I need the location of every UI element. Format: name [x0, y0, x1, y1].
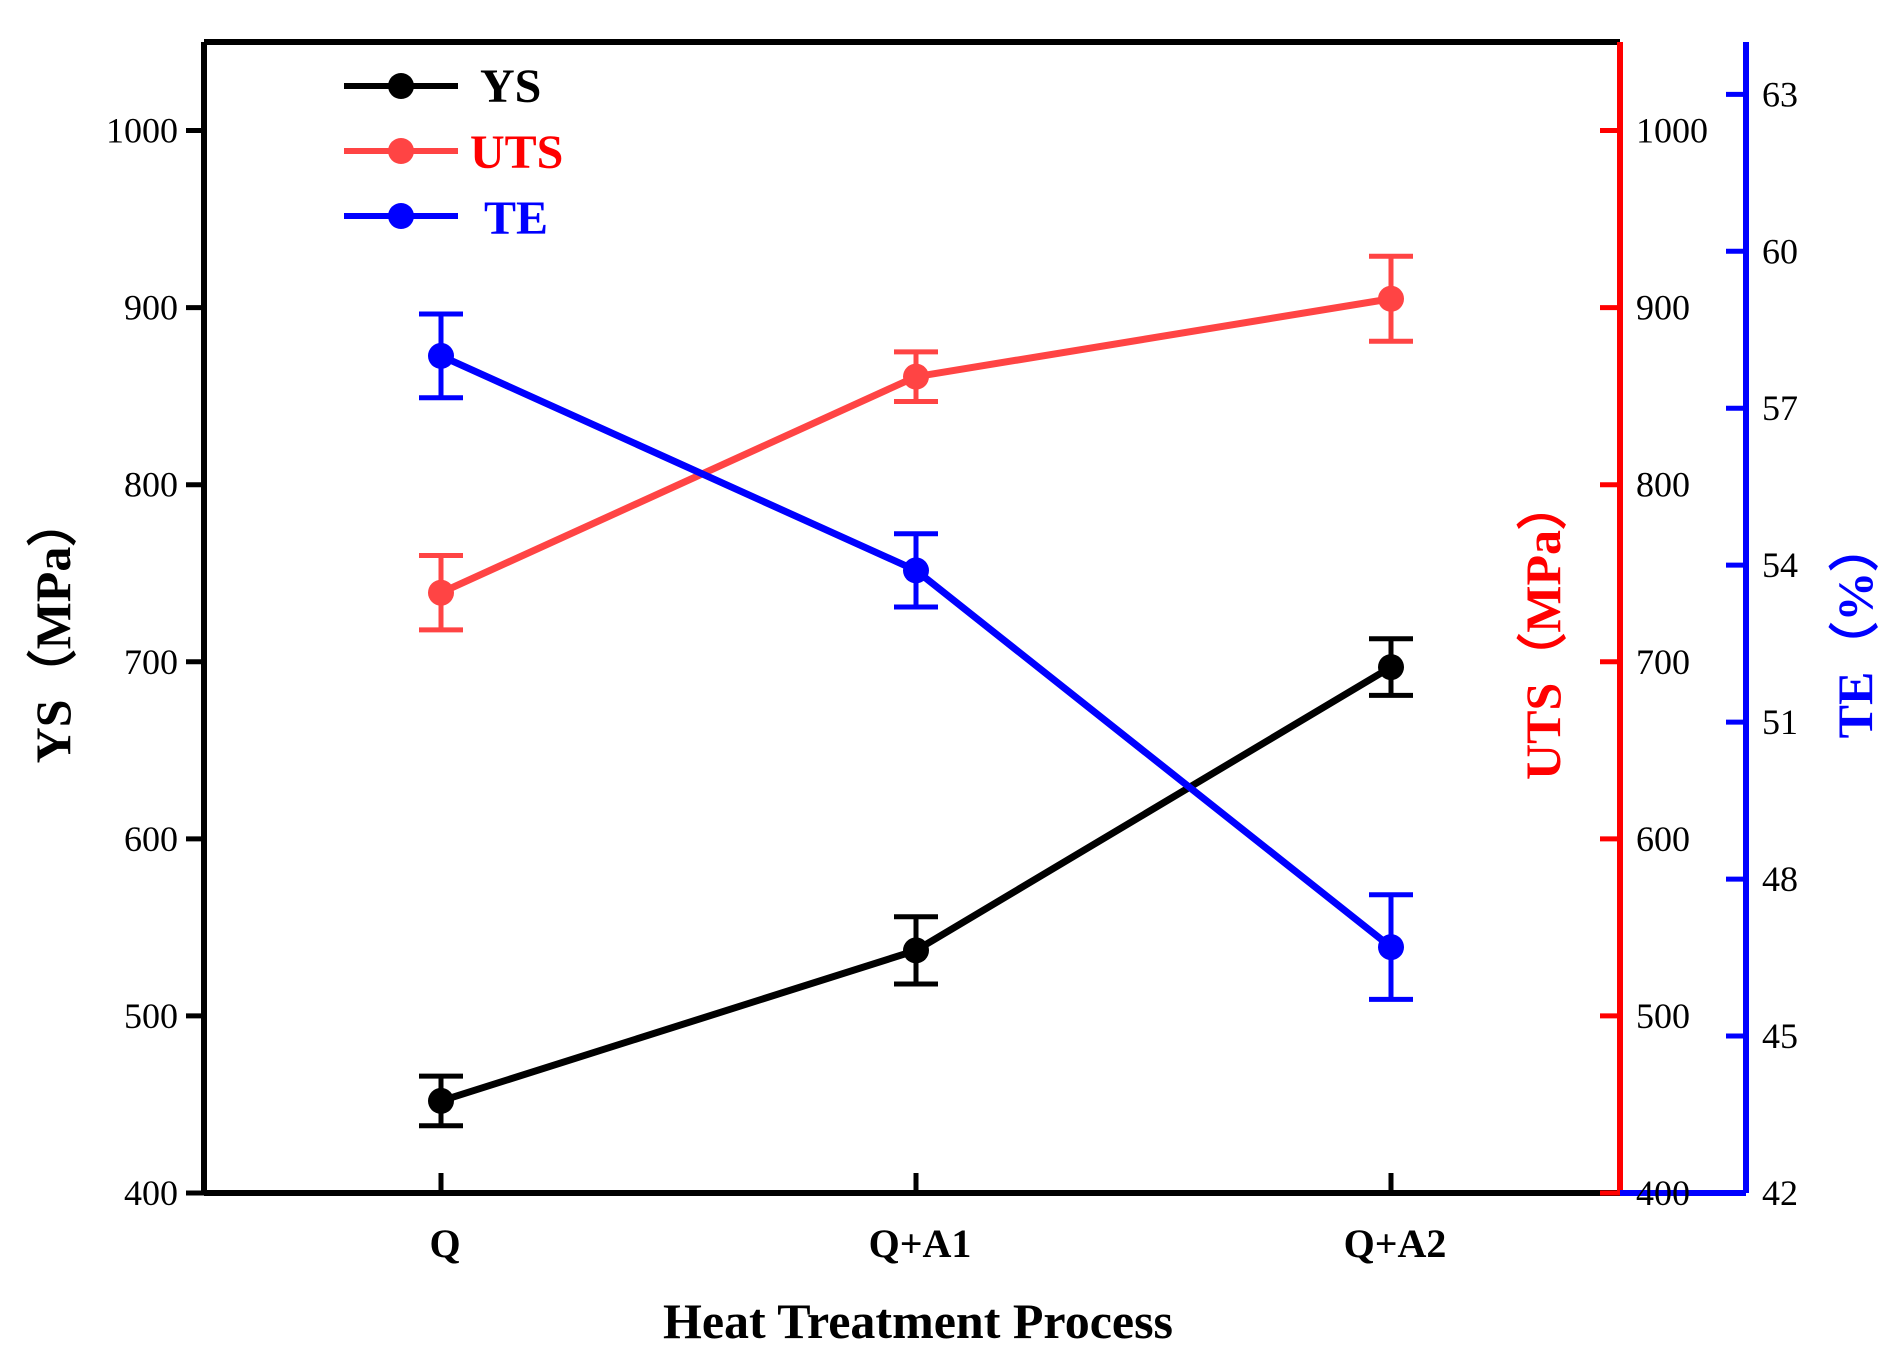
- te-tick-label: 48: [1762, 859, 1798, 899]
- left-tick-label: 1000: [106, 111, 178, 151]
- uts-tick-label: 400: [1636, 1173, 1690, 1213]
- uts-tick-label: 800: [1636, 465, 1690, 505]
- uts-tick-label: 700: [1636, 642, 1690, 682]
- x-category-label: Q+A2: [1344, 1221, 1447, 1266]
- left-axis-title: YS（MPa）: [25, 497, 81, 764]
- series-uts: [419, 253, 1413, 633]
- te-tick-label: 42: [1762, 1173, 1798, 1213]
- legend-ys-label: YS: [480, 60, 541, 113]
- legend-te-marker: [388, 203, 414, 229]
- series-te-point: [428, 342, 454, 369]
- te-axis-title: TE（%）: [1827, 522, 1883, 739]
- legend-entry-ys: YS: [344, 60, 541, 113]
- series-uts-point: [903, 363, 929, 390]
- te-tick-label: 57: [1762, 388, 1798, 428]
- left-tick-label: 400: [124, 1173, 178, 1213]
- x-axis-ticks: Q Q+A1 Q+A2: [429, 1173, 1446, 1266]
- legend-entry-uts: UTS: [344, 126, 563, 179]
- left-tick-label: 900: [124, 288, 178, 328]
- left-tick-label: 500: [124, 996, 178, 1036]
- te-tick-label: 51: [1762, 702, 1798, 742]
- series-uts-point: [428, 579, 454, 606]
- uts-axis-ticks: 400 500 600 700 800 900 1000: [1600, 111, 1708, 1213]
- uts-tick-label: 500: [1636, 996, 1690, 1036]
- series-te: [419, 311, 1413, 1002]
- left-axis-ticks: 400 500 600 700 800 900 1000: [106, 111, 204, 1213]
- legend-ys-marker: [388, 73, 414, 99]
- te-tick-label: 54: [1762, 545, 1798, 585]
- te-tick-label: 45: [1762, 1016, 1798, 1056]
- left-tick-label: 800: [124, 465, 178, 505]
- uts-tick-label: 600: [1636, 819, 1690, 859]
- series-ys-line: [439, 664, 1393, 1105]
- te-tick-label: 60: [1762, 231, 1798, 271]
- series-ys-point: [903, 937, 929, 964]
- series-ys-point: [428, 1087, 454, 1114]
- uts-tick-label: 1000: [1636, 111, 1708, 151]
- legend-uts-label: UTS: [470, 126, 563, 179]
- legend-te-label: TE: [484, 192, 548, 245]
- series-ys: [419, 636, 1413, 1129]
- legend: YS UTS TE: [344, 60, 563, 245]
- uts-tick-label: 900: [1636, 288, 1690, 328]
- left-tick-label: 700: [124, 642, 178, 682]
- te-axis-ticks: 42 45 48 51 54 57 60 63: [1726, 74, 1798, 1213]
- series-te-point: [903, 557, 929, 584]
- series-te-point: [1378, 934, 1404, 961]
- series-ys-point: [1378, 654, 1404, 681]
- series-layer: [419, 253, 1413, 1129]
- te-tick-label: 63: [1762, 74, 1798, 114]
- series-te-line: [439, 352, 1394, 950]
- x-category-label: Q: [429, 1221, 460, 1266]
- uts-axis-title: UTS（MPa）: [1515, 480, 1571, 780]
- x-category-label: Q+A1: [869, 1221, 972, 1266]
- legend-entry-te: TE: [344, 192, 548, 245]
- series-uts-point: [1378, 285, 1404, 312]
- legend-uts-marker: [388, 138, 414, 164]
- left-tick-label: 600: [124, 819, 178, 859]
- x-axis-title: Heat Treatment Process: [663, 1293, 1173, 1349]
